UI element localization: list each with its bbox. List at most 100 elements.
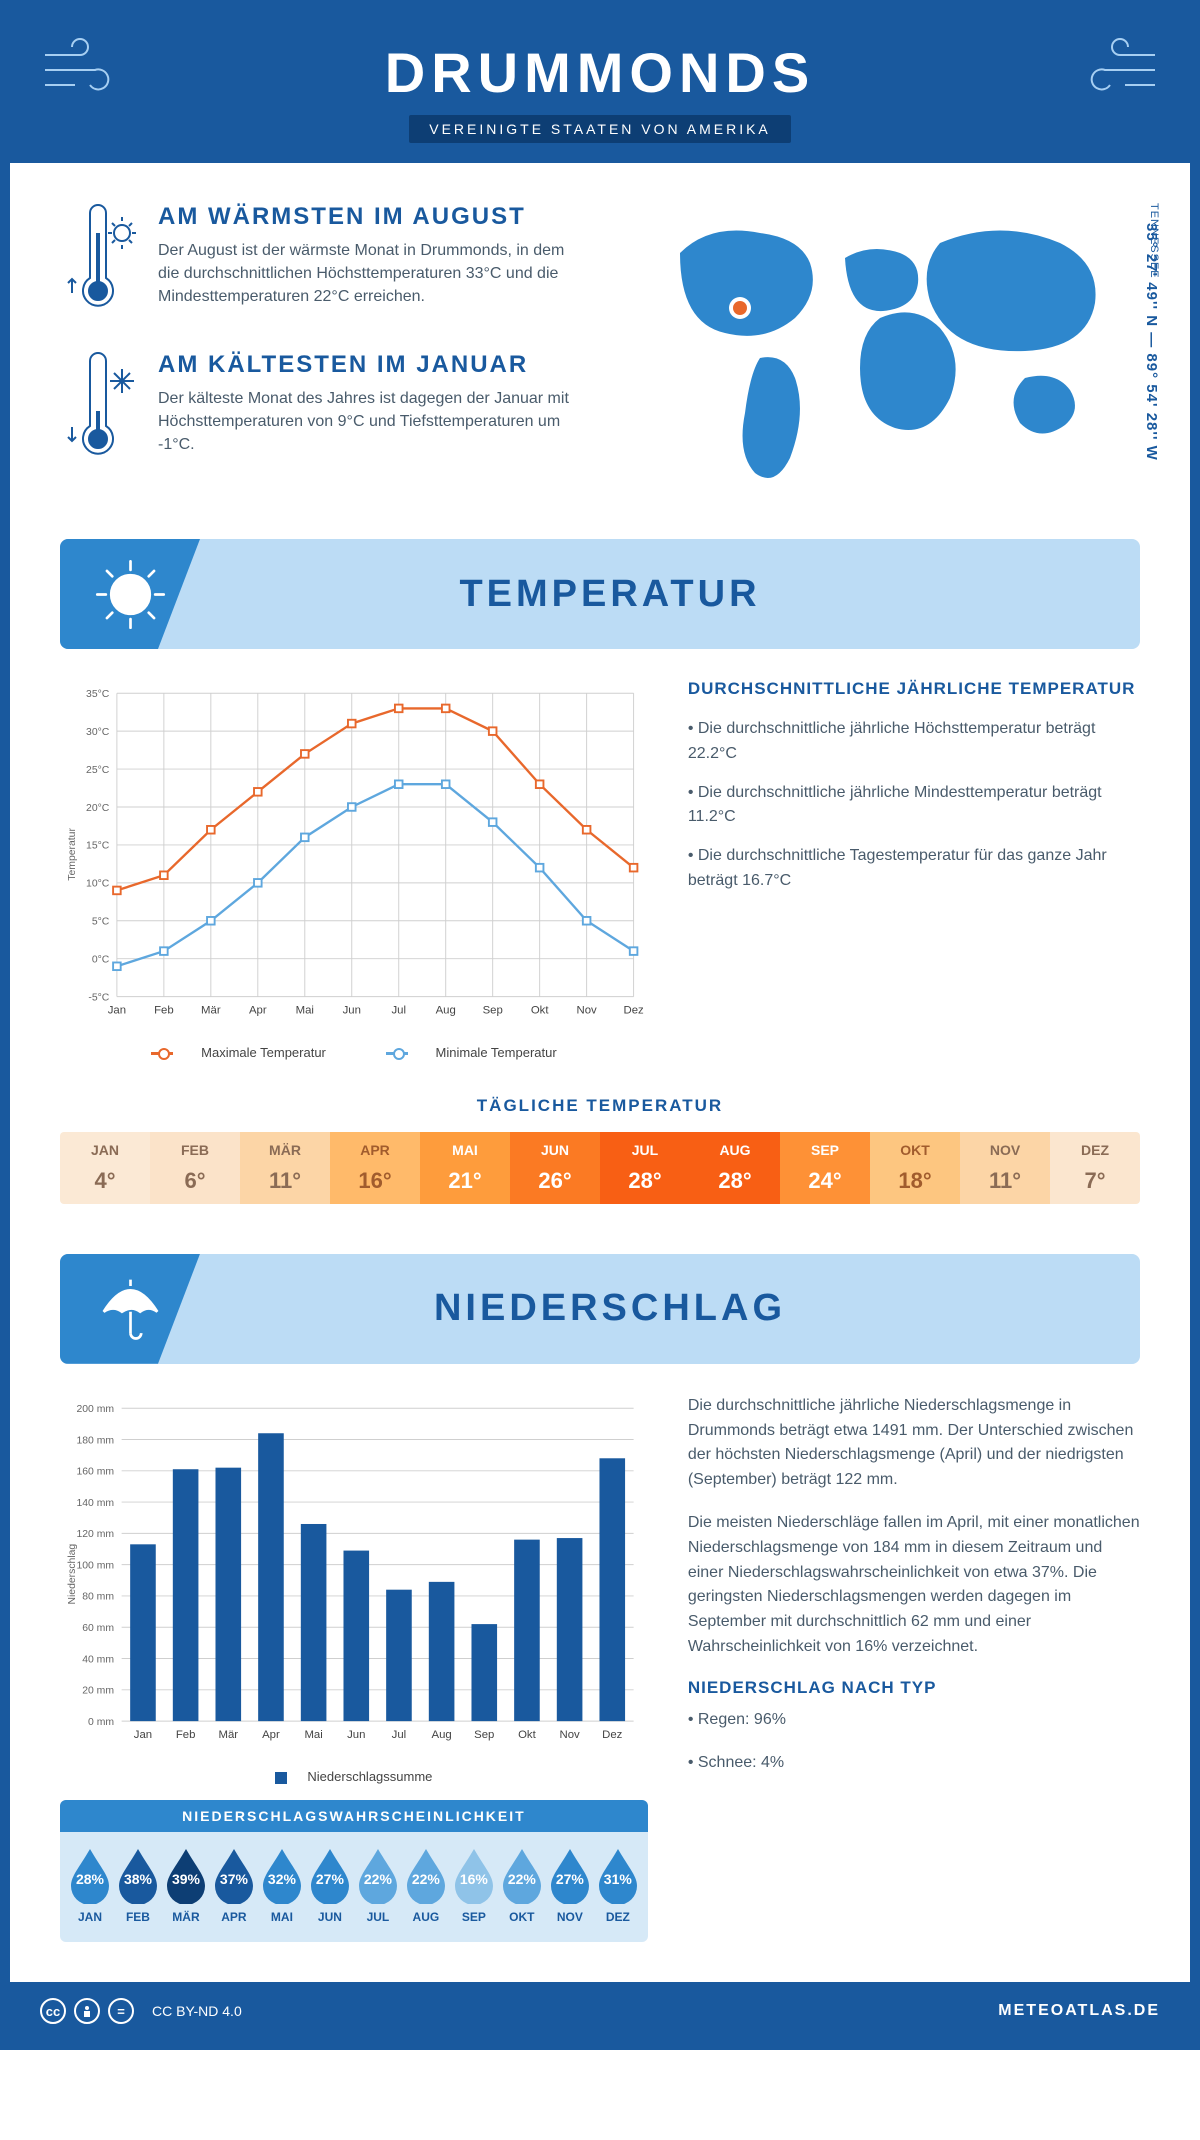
- svg-text:Mär: Mär: [201, 1005, 221, 1017]
- heatmap-cell: MÄR11°: [240, 1132, 330, 1204]
- precip-text: Die durchschnittliche jährliche Niedersc…: [688, 1394, 1140, 1942]
- temp-stats: DURCHSCHNITTLICHE JÄHRLICHE TEMPERATUR •…: [688, 679, 1140, 1060]
- svg-text:5°C: 5°C: [92, 917, 110, 928]
- cc-icon: cc: [40, 1998, 66, 2024]
- svg-text:Jun: Jun: [343, 1005, 361, 1017]
- heatmap-cell: SEP24°: [780, 1132, 870, 1204]
- svg-text:Temperatur: Temperatur: [67, 828, 78, 881]
- svg-text:Sep: Sep: [474, 1729, 494, 1741]
- coordinates: 35° 27' 49'' N — 89° 54' 28'' W: [1143, 223, 1160, 461]
- precip-drop: 31%DEZ: [594, 1846, 642, 1924]
- temperature-banner: TEMPERATUR: [60, 539, 1140, 649]
- wind-icon: [1070, 35, 1160, 105]
- coldest-text: Der kälteste Monat des Jahres ist dagege…: [158, 387, 580, 457]
- svg-text:Mai: Mai: [296, 1005, 314, 1017]
- footer: cc = CC BY-ND 4.0 METEOATLAS.DE: [10, 1982, 1190, 2040]
- svg-text:200 mm: 200 mm: [76, 1404, 114, 1415]
- daily-temp-title: TÄGLICHE TEMPERATUR: [60, 1096, 1140, 1116]
- svg-text:Mär: Mär: [219, 1729, 239, 1741]
- heatmap-cell: JUL28°: [600, 1132, 690, 1204]
- svg-text:180 mm: 180 mm: [76, 1435, 114, 1446]
- svg-text:60 mm: 60 mm: [82, 1623, 114, 1634]
- precip-drop: 22%OKT: [498, 1846, 546, 1924]
- brand: METEOATLAS.DE: [998, 2002, 1160, 2020]
- precip-by-type-title: NIEDERSCHLAG NACH TYP: [688, 1678, 1140, 1698]
- svg-text:Jul: Jul: [391, 1005, 406, 1017]
- precip-drop: 39%MÄR: [162, 1846, 210, 1924]
- sun-icon: [93, 557, 168, 632]
- svg-text:Nov: Nov: [560, 1729, 581, 1741]
- precip-drop: 27%NOV: [546, 1846, 594, 1924]
- svg-text:20 mm: 20 mm: [82, 1685, 114, 1696]
- svg-text:Okt: Okt: [518, 1729, 537, 1741]
- svg-text:15°C: 15°C: [86, 841, 110, 852]
- precip-chart-legend: Niederschlagssumme: [60, 1769, 648, 1784]
- precip-drop: 22%AUG: [402, 1846, 450, 1924]
- header: DRUMMONDS VEREINIGTE STAATEN VON AMERIKA: [10, 10, 1190, 163]
- svg-text:40 mm: 40 mm: [82, 1654, 114, 1665]
- svg-text:Jun: Jun: [347, 1729, 365, 1741]
- svg-text:Apr: Apr: [262, 1729, 280, 1741]
- precip-drop: 38%FEB: [114, 1846, 162, 1924]
- svg-text:20°C: 20°C: [86, 803, 110, 814]
- svg-text:160 mm: 160 mm: [76, 1466, 114, 1477]
- svg-text:10°C: 10°C: [86, 879, 110, 890]
- svg-text:140 mm: 140 mm: [76, 1498, 114, 1509]
- temperature-heading: TEMPERATUR: [200, 573, 1140, 616]
- warmest-title: AM WÄRMSTEN IM AUGUST: [158, 203, 580, 231]
- wind-icon: [40, 35, 130, 105]
- world-map: [620, 203, 1140, 483]
- svg-text:Nov: Nov: [577, 1005, 598, 1017]
- heatmap-cell: APR16°: [330, 1132, 420, 1204]
- by-icon: [74, 1998, 100, 2024]
- map-column: TENNESSEE 35° 27' 49'' N — 89° 54' 28'' …: [620, 203, 1140, 499]
- umbrella-icon: [93, 1271, 168, 1346]
- svg-text:Dez: Dez: [624, 1005, 645, 1017]
- precip-drop: 27%JUN: [306, 1846, 354, 1924]
- svg-text:0°C: 0°C: [92, 954, 110, 965]
- precipitation-chart: 0 mm 20 mm 40 mm 60 mm 80 mm 100 mm 120 mm 140 …: [60, 1394, 648, 1754]
- precip-drop: 28%JAN: [66, 1846, 114, 1924]
- thermometer-cold-icon: [60, 351, 140, 471]
- svg-text:Apr: Apr: [249, 1005, 267, 1017]
- svg-text:Jan: Jan: [108, 1005, 126, 1017]
- svg-text:Jul: Jul: [392, 1729, 407, 1741]
- svg-text:Aug: Aug: [432, 1729, 452, 1741]
- svg-text:35°C: 35°C: [86, 689, 110, 700]
- precip-probability-box: NIEDERSCHLAGSWAHRSCHEINLICHKEIT 28%JAN38…: [60, 1800, 648, 1942]
- temperature-chart: -5°C0°C5°C10°C15°C20°C25°C30°C35°CJanFeb…: [60, 679, 648, 1030]
- temp-chart-legend: Maximale Temperatur Minimale Temperatur: [60, 1045, 648, 1060]
- precip-drop: 37%APR: [210, 1846, 258, 1924]
- svg-text:Aug: Aug: [436, 1005, 456, 1017]
- nd-icon: =: [108, 1998, 134, 2024]
- svg-text:Mai: Mai: [304, 1729, 322, 1741]
- heatmap-cell: JAN4°: [60, 1132, 150, 1204]
- precip-prob-title: NIEDERSCHLAGSWAHRSCHEINLICHKEIT: [60, 1800, 648, 1832]
- svg-text:Feb: Feb: [176, 1729, 196, 1741]
- page-subtitle: VEREINIGTE STAATEN VON AMERIKA: [409, 115, 791, 143]
- svg-text:120 mm: 120 mm: [76, 1529, 114, 1540]
- svg-text:Feb: Feb: [154, 1005, 174, 1017]
- svg-text:80 mm: 80 mm: [82, 1592, 114, 1603]
- svg-text:100 mm: 100 mm: [76, 1560, 114, 1571]
- coldest-block: AM KÄLTESTEN IM JANUAR Der kälteste Mona…: [60, 351, 580, 471]
- heatmap-cell: NOV11°: [960, 1132, 1050, 1204]
- svg-text:0 mm: 0 mm: [88, 1717, 114, 1728]
- precipitation-banner: NIEDERSCHLAG: [60, 1254, 1140, 1364]
- precip-drop: 32%MAI: [258, 1846, 306, 1924]
- heatmap-cell: FEB6°: [150, 1132, 240, 1204]
- precip-drop: 16%SEP: [450, 1846, 498, 1924]
- intro-row: AM WÄRMSTEN IM AUGUST Der August ist der…: [60, 203, 1140, 499]
- svg-text:Niederschlag: Niederschlag: [67, 1543, 78, 1604]
- heatmap-cell: AUG28°: [690, 1132, 780, 1204]
- warmest-block: AM WÄRMSTEN IM AUGUST Der August ist der…: [60, 203, 580, 323]
- heatmap-cell: MAI21°: [420, 1132, 510, 1204]
- heatmap-cell: OKT18°: [870, 1132, 960, 1204]
- page-title: DRUMMONDS: [30, 40, 1170, 105]
- license-block: cc = CC BY-ND 4.0: [40, 1998, 242, 2024]
- svg-text:Sep: Sep: [483, 1005, 503, 1017]
- svg-text:Okt: Okt: [531, 1005, 550, 1017]
- svg-text:Dez: Dez: [602, 1729, 623, 1741]
- svg-text:30°C: 30°C: [86, 727, 110, 738]
- daily-temp-heatmap: JAN4°FEB6°MÄR11°APR16°MAI21°JUN26°JUL28°…: [60, 1132, 1140, 1204]
